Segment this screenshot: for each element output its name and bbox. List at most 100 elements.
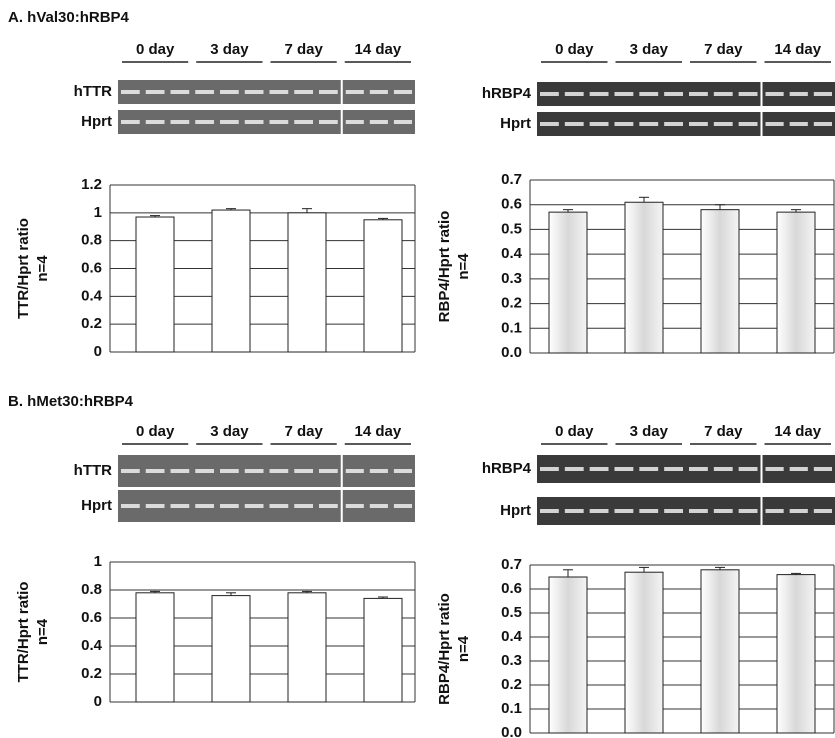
- gel-band: [739, 122, 758, 126]
- y-axis-note: n=4: [34, 255, 51, 282]
- lane-label: 14 day: [774, 423, 821, 440]
- gel-band: [590, 467, 609, 471]
- lane-label: 14 day: [774, 41, 821, 58]
- gel-band: [121, 120, 140, 124]
- gel-band: [319, 120, 338, 124]
- row-label: hRBP4: [482, 460, 532, 477]
- gel-band: [739, 509, 758, 513]
- y-tick-label: 0.6: [81, 609, 102, 626]
- lane-label: 7 day: [704, 41, 743, 58]
- gel-band: [814, 509, 832, 513]
- bar: [625, 202, 663, 353]
- gel-band: [294, 469, 313, 473]
- gel-band: [689, 509, 708, 513]
- y-tick-label: 0.3: [501, 652, 522, 669]
- y-tick-label: 0.2: [81, 665, 102, 682]
- row-label: Hprt: [500, 115, 531, 132]
- gel-band: [146, 120, 165, 124]
- y-tick-label: 0: [94, 693, 102, 710]
- y-axis-note: n=4: [455, 253, 472, 280]
- gel-band: [540, 509, 559, 513]
- gel-band: [270, 469, 289, 473]
- bar: [212, 596, 250, 702]
- gel-band: [270, 90, 289, 94]
- gel-band: [394, 469, 412, 473]
- gel-band: [590, 122, 609, 126]
- gel-band: [639, 467, 658, 471]
- gel-band: [714, 122, 733, 126]
- bar: [777, 212, 815, 353]
- gel-band: [664, 122, 683, 126]
- panel-label: B. hMet30:hRBP4: [8, 393, 134, 410]
- y-tick-label: 0.2: [81, 315, 102, 332]
- gel-band: [664, 467, 683, 471]
- bar: [212, 210, 250, 352]
- bar: [777, 575, 815, 733]
- gel-band: [689, 92, 708, 96]
- gel-band: [565, 509, 584, 513]
- row-label: Hprt: [81, 113, 112, 130]
- lane-label: 7 day: [704, 423, 743, 440]
- y-tick-label: 0.2: [501, 676, 522, 693]
- lane-label: 0 day: [136, 423, 175, 440]
- gel-band: [370, 120, 388, 124]
- y-tick-label: 0.5: [501, 220, 522, 237]
- bar: [701, 570, 739, 733]
- gel-band: [171, 90, 190, 94]
- gel-band: [639, 122, 658, 126]
- gel-band: [814, 467, 832, 471]
- gel-band: [615, 467, 634, 471]
- gel-band: [346, 120, 364, 124]
- gel-band: [195, 504, 214, 508]
- y-axis-note: n=4: [34, 618, 51, 645]
- y-axis-note: n=4: [455, 635, 472, 662]
- y-tick-label: 0.3: [501, 270, 522, 287]
- lane-label: 14 day: [355, 41, 402, 58]
- bar: [549, 212, 587, 353]
- gel-band: [370, 504, 388, 508]
- y-tick-label: 0.8: [81, 232, 102, 249]
- gel-band: [814, 122, 832, 126]
- gel-band: [565, 92, 584, 96]
- gel-band: [790, 467, 808, 471]
- lane-label: 7 day: [284, 41, 323, 58]
- gel-band: [195, 469, 214, 473]
- lane-label: 3 day: [630, 41, 669, 58]
- gel-band: [639, 92, 658, 96]
- gel-band: [394, 90, 412, 94]
- y-tick-label: 0.6: [81, 259, 102, 276]
- gel-band: [565, 122, 584, 126]
- row-label: Hprt: [500, 502, 531, 519]
- y-tick-label: 0.1: [501, 319, 522, 336]
- gel-band: [346, 504, 364, 508]
- gel-band: [540, 467, 559, 471]
- bar: [625, 572, 663, 733]
- gel-band: [540, 122, 559, 126]
- y-tick-label: 0.4: [501, 628, 523, 645]
- gel-band: [739, 467, 758, 471]
- gel-band: [319, 469, 338, 473]
- y-tick-label: 0.0: [501, 724, 522, 738]
- gel-band: [590, 92, 609, 96]
- gel-band: [171, 120, 190, 124]
- row-label: hTTR: [74, 83, 112, 100]
- gel-band: [565, 467, 584, 471]
- panel-label: A. hVal30:hRBP4: [8, 9, 130, 26]
- y-tick-label: 0.5: [501, 604, 522, 621]
- gel-band: [319, 504, 338, 508]
- gel-band: [270, 504, 289, 508]
- bar: [136, 217, 174, 352]
- row-label: Hprt: [81, 497, 112, 514]
- gel-band: [394, 504, 412, 508]
- gel-band: [540, 92, 559, 96]
- gel-band: [220, 504, 239, 508]
- gel-band: [319, 90, 338, 94]
- gel-band: [664, 509, 683, 513]
- lane-label: 3 day: [210, 41, 249, 58]
- gel-band: [121, 469, 140, 473]
- y-tick-label: 0.4: [501, 245, 523, 262]
- gel-band: [739, 92, 758, 96]
- gel-band: [121, 90, 140, 94]
- gel-band: [294, 504, 313, 508]
- y-tick-label: 0.2: [501, 295, 522, 312]
